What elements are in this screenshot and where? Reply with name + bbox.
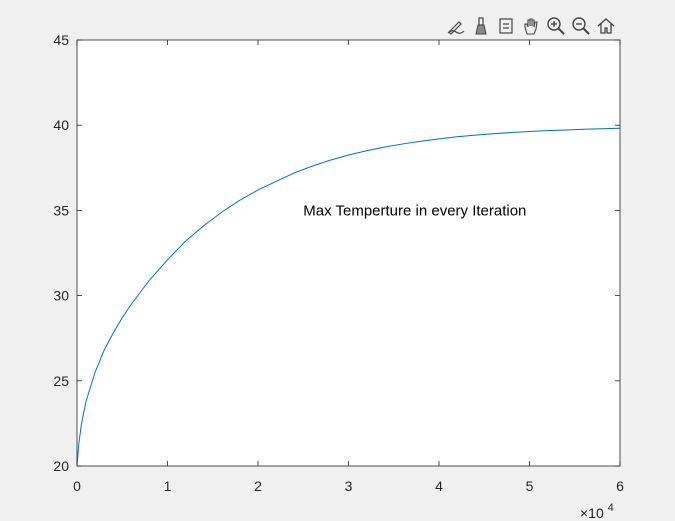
x-tick-label: 5 — [526, 478, 534, 494]
annotation-text: Max Temperture in every Iteration — [303, 202, 526, 219]
x-tick-label: 4 — [435, 478, 443, 494]
brush-icon — [475, 17, 487, 35]
zoom-in-button[interactable] — [544, 14, 568, 38]
y-tick-label: 40 — [53, 117, 69, 133]
data-tips-icon — [499, 18, 513, 34]
axes-box — [76, 39, 621, 467]
pan-icon — [524, 18, 538, 35]
edit-plot-icon — [447, 21, 465, 35]
y-tick-label: 45 — [53, 32, 69, 48]
x-tick-label: 6 — [616, 478, 624, 494]
x-exponent-label: ×10 4 — [580, 502, 614, 521]
x-tick-label: 3 — [345, 478, 353, 494]
x-tick-label: 2 — [254, 478, 262, 494]
y-tick-label: 25 — [53, 373, 69, 389]
data-tips-button[interactable] — [494, 14, 518, 38]
y-tick-label: 30 — [53, 288, 69, 304]
y-tick-label: 35 — [53, 202, 69, 218]
zoom-out-icon — [572, 17, 590, 35]
figure-toolbar — [444, 14, 618, 38]
home-button[interactable] — [594, 14, 618, 38]
x-exponent-power: 4 — [608, 502, 614, 514]
zoom-in-icon — [547, 17, 565, 35]
edit-plot-button[interactable] — [444, 14, 468, 38]
y-tick-label: 20 — [53, 458, 69, 474]
plot-area — [77, 40, 620, 466]
series-line — [76, 127, 621, 467]
home-icon — [597, 18, 615, 34]
x-exponent-base: ×10 — [580, 505, 604, 521]
zoom-out-button[interactable] — [569, 14, 593, 38]
pan-button[interactable] — [519, 14, 543, 38]
brush-button[interactable] — [469, 14, 493, 38]
x-tick-label: 1 — [164, 478, 172, 494]
x-tick-label: 0 — [73, 478, 81, 494]
